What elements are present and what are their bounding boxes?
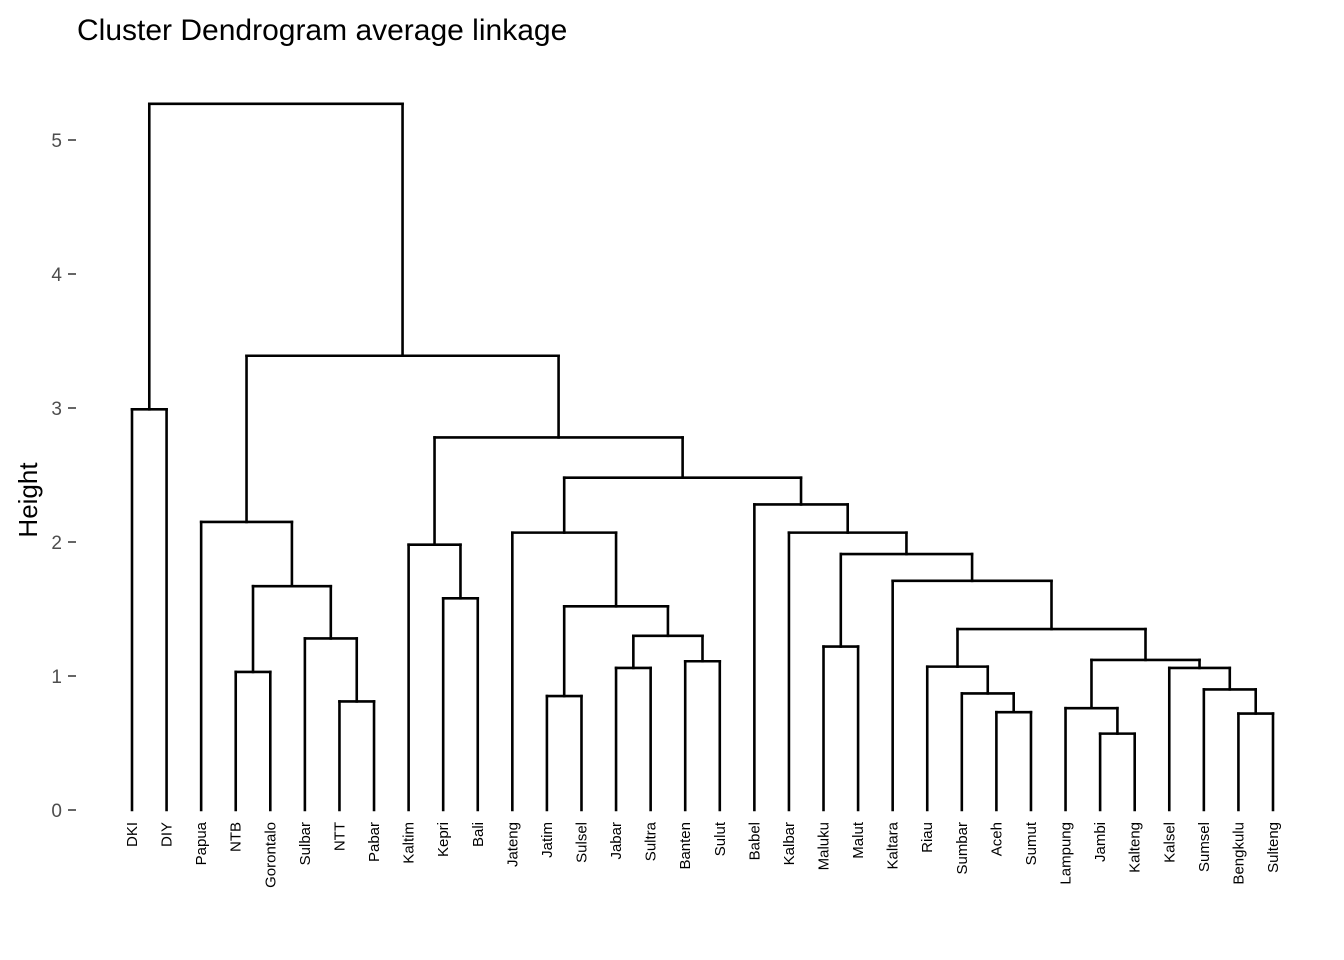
leaf-label: Pabar xyxy=(366,822,383,862)
leaf-label: Sulbar xyxy=(297,822,314,865)
leaf-label: Papua xyxy=(193,821,210,865)
dendrogram-branches xyxy=(130,102,1275,812)
leaf-label: Sumsel xyxy=(1196,822,1213,872)
leaf-label: Babel xyxy=(746,822,763,860)
leaf-label: Lampung xyxy=(1058,822,1075,885)
y-tick-label: 1 xyxy=(51,667,62,688)
leaf-label: Bali xyxy=(470,822,487,847)
leaf-label: Kalsel xyxy=(1161,822,1178,863)
leaf-label: Riau xyxy=(919,822,936,853)
y-tick-label: 2 xyxy=(51,533,62,554)
leaf-labels: DKI DIY Papua NTB Gorontalo Sulbar NTT Pabar Kal… xyxy=(124,821,1282,888)
y-axis: 0 1 2 3 4 5 xyxy=(51,131,76,822)
chart-title: Cluster Dendrogram average linkage xyxy=(77,14,567,47)
leaf-label: DKI xyxy=(124,822,141,847)
leaf-label: Kepri xyxy=(435,822,452,857)
leaf-label: NTB xyxy=(228,822,245,852)
leaf-label: Sumut xyxy=(1023,821,1040,865)
leaf-label: Jambi xyxy=(1092,822,1109,862)
leaf-label: Sultra xyxy=(643,821,660,861)
leaf-label: DIY xyxy=(159,822,176,847)
leaf-label: Aceh xyxy=(988,822,1005,856)
leaf-label: Sulsel xyxy=(573,822,590,863)
y-tick-label: 5 xyxy=(51,131,62,152)
leaf-label: Jateng xyxy=(504,822,521,867)
leaf-label: Kaltim xyxy=(401,822,418,864)
leaf-label: Malut xyxy=(850,821,867,859)
y-tick-label: 4 xyxy=(51,265,62,286)
leaf-label: Kaltara xyxy=(885,821,902,869)
leaf-label: Kalbar xyxy=(781,822,798,865)
leaf-label: Jatim xyxy=(539,822,556,858)
y-tick-label: 3 xyxy=(51,399,62,420)
leaf-label: Kalteng xyxy=(1127,822,1144,873)
leaf-label: Sumbar xyxy=(954,822,971,875)
leaf-label: Jabar xyxy=(608,822,625,860)
leaf-label: Bengkulu xyxy=(1230,822,1247,885)
y-tick-label: 0 xyxy=(51,801,62,822)
leaf-label: NTT xyxy=(331,822,348,851)
leaf-label: Maluku xyxy=(816,822,833,870)
leaf-label: Banten xyxy=(677,822,694,870)
leaf-label: Gorontalo xyxy=(262,822,279,888)
y-axis-label: Height xyxy=(13,462,43,538)
leaf-label: Sulut xyxy=(712,821,729,856)
leaf-label: Sulteng xyxy=(1265,822,1282,873)
